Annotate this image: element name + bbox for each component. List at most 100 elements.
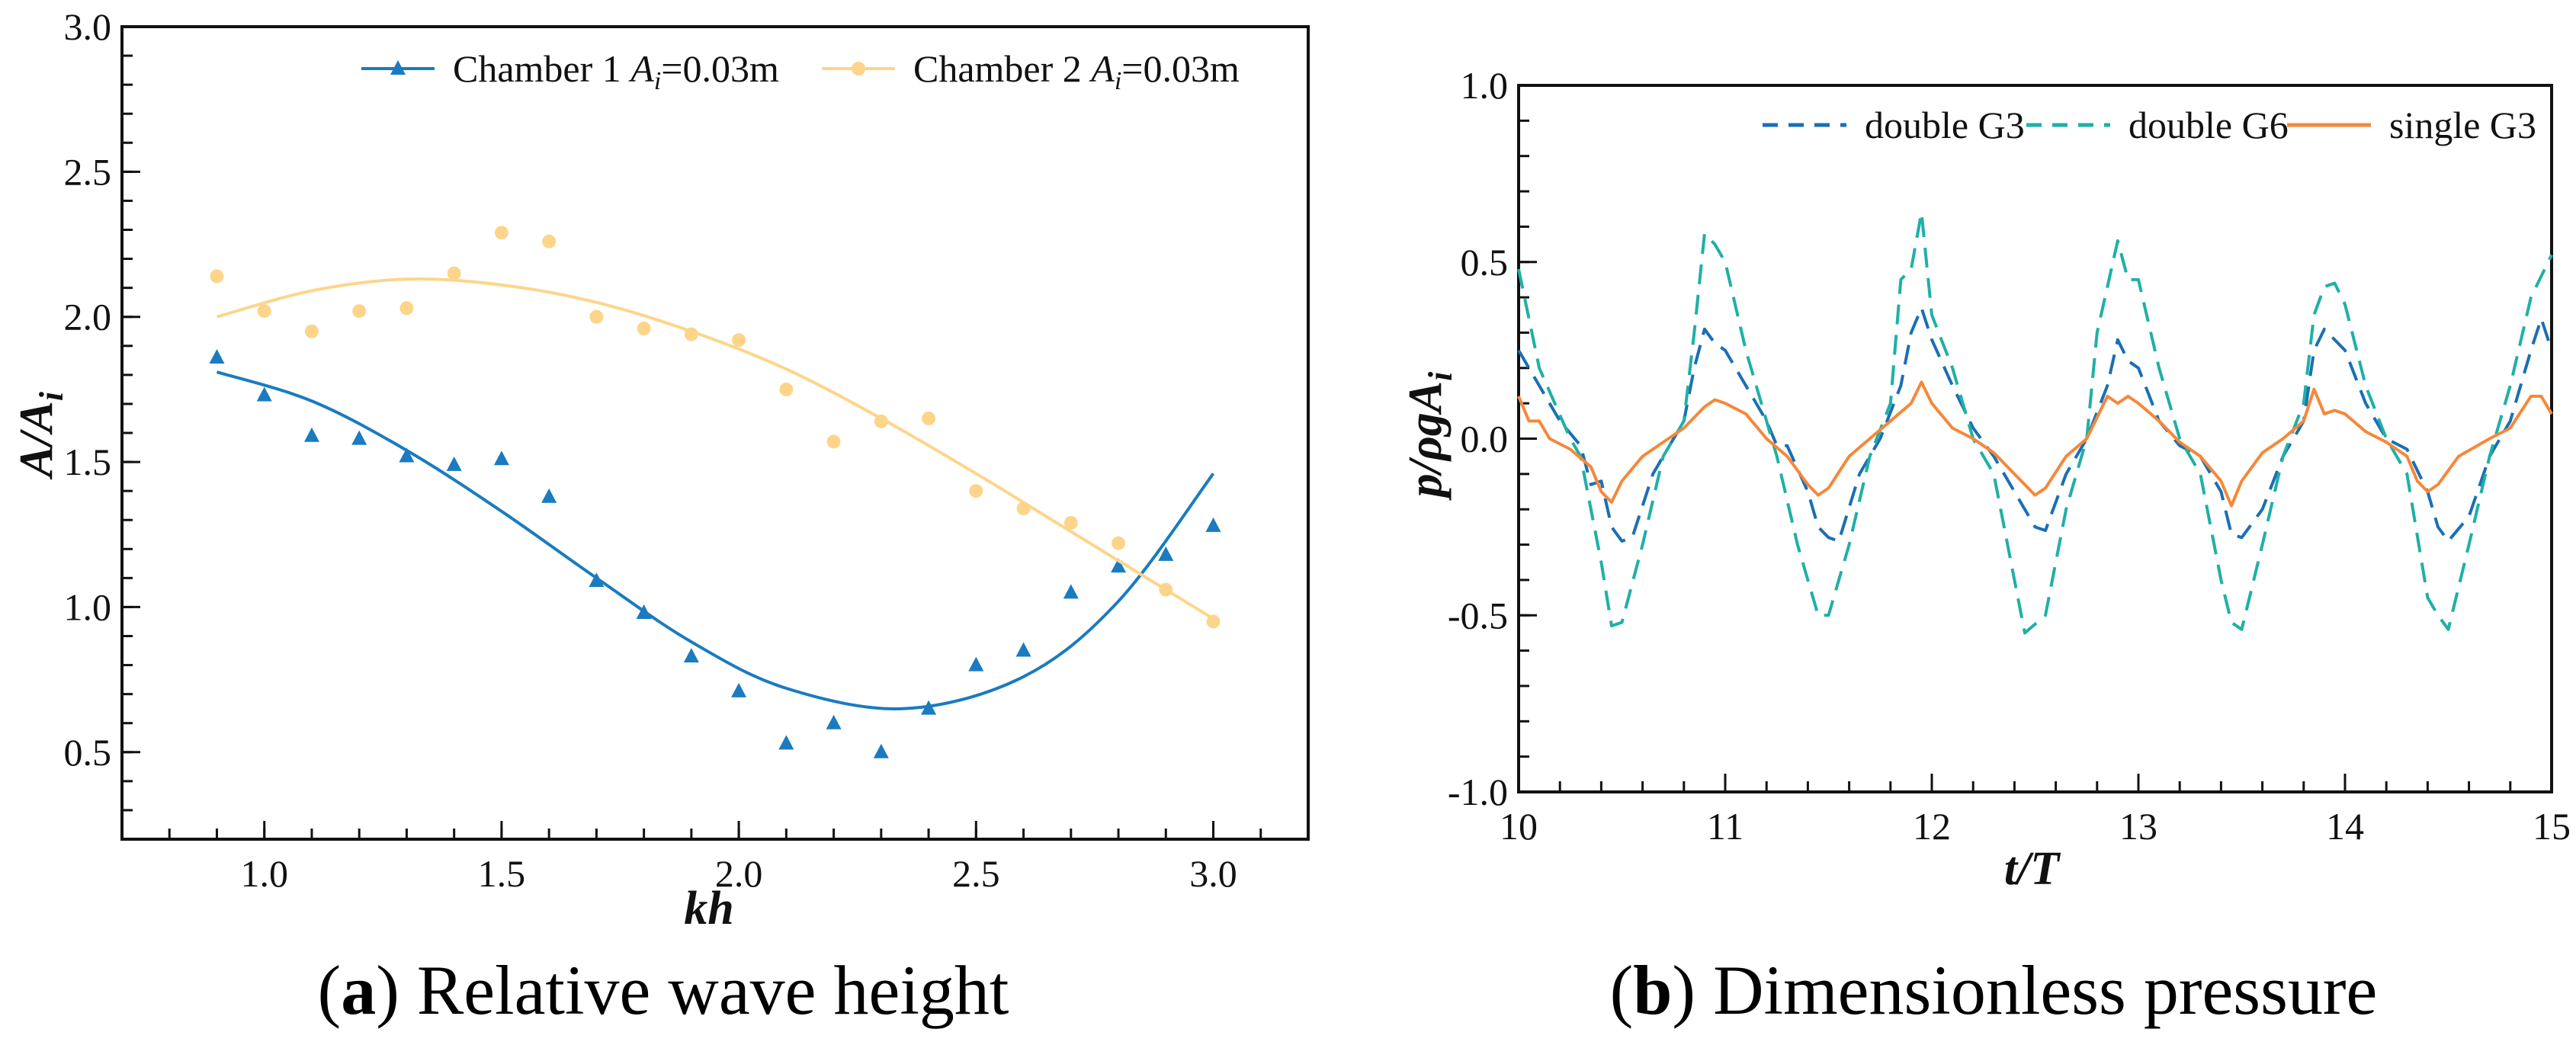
legend-label-part: A	[1089, 47, 1115, 90]
data-point	[399, 301, 414, 316]
y-tick-label: 0.0	[1461, 418, 1509, 460]
legend-label-part: Chamber 1	[453, 47, 630, 90]
data-point	[778, 735, 794, 750]
data-point	[304, 324, 319, 338]
caption-a-label: a	[341, 951, 376, 1029]
y-tick-label: 1.0	[1461, 64, 1509, 107]
x-tick-label: 2.5	[952, 852, 1000, 895]
data-point	[351, 430, 367, 445]
x-axis-label: kh	[684, 883, 733, 934]
y-tick-label: 1.0	[64, 585, 112, 628]
legend-label-part: i	[654, 67, 661, 95]
y-tick-label: 0.5	[64, 731, 112, 774]
data-point	[683, 648, 699, 663]
data-point	[589, 309, 604, 324]
data-point	[826, 434, 841, 449]
data-point	[922, 411, 936, 425]
data-point	[732, 333, 746, 348]
legend-marker	[852, 62, 865, 75]
data-point	[826, 714, 842, 729]
data-point	[1112, 536, 1126, 550]
data-point	[303, 427, 319, 442]
data-point	[542, 234, 557, 248]
series-double-g6: double G6	[1517, 104, 2553, 635]
legend-marker	[390, 60, 406, 75]
y-axis-label: p/ρgAi	[1400, 371, 1459, 502]
caption-a-text: Relative wave height	[417, 951, 1009, 1029]
data-point	[1063, 584, 1079, 599]
data-point	[779, 382, 794, 396]
y-tick-label: -1.0	[1448, 771, 1508, 813]
legend-label: single G3	[2389, 104, 2536, 146]
data-point	[1158, 546, 1174, 561]
data-point	[1206, 614, 1221, 629]
legend-label-part: i	[1115, 67, 1121, 95]
series-single-g3: single G3	[1517, 104, 2553, 508]
caption-b-text: Dimensionless pressure	[1713, 951, 2377, 1029]
legend-label-part: =0.03m	[1121, 47, 1240, 90]
y-axis-label-main: p/ρgA	[1400, 381, 1452, 502]
data-point	[447, 266, 461, 280]
data-point	[1205, 517, 1221, 532]
plot-frame	[120, 25, 1310, 841]
caption-b: (b) Dimensionless pressure	[1610, 951, 2378, 1029]
y-axis-label-sub: i	[1422, 371, 1459, 381]
fit-curve	[216, 277, 1214, 620]
y-tick-label: -0.5	[1448, 594, 1508, 636]
data-point	[493, 450, 509, 466]
y-tick-label: 0.5	[1461, 241, 1509, 284]
x-tick-label: 1.5	[478, 852, 526, 895]
data-point	[541, 488, 557, 503]
legend-label: Chamber 1 Ai=0.03m	[453, 47, 779, 95]
x-tick-label: 12	[1913, 805, 1951, 848]
fit-curve	[216, 370, 1215, 710]
legend-label-part: Chamber 2	[913, 47, 1091, 90]
y-axis-label-sub: i	[33, 391, 70, 401]
data-point	[256, 386, 272, 402]
y-tick-label: 1.5	[64, 441, 112, 483]
data-point	[399, 447, 415, 463]
x-tick-label: 13	[2119, 805, 2157, 848]
caption-a: (a) Relative wave height	[318, 951, 1009, 1029]
x-tick-label: 2.0	[715, 852, 763, 895]
legend-label: Chamber 2 Ai=0.03m	[913, 47, 1240, 95]
x-tick-label: 10	[1500, 805, 1538, 848]
data-point	[637, 321, 651, 335]
series-2: Chamber 2 Ai=0.03m	[210, 47, 1240, 629]
data-point	[1111, 558, 1127, 573]
data-point	[731, 682, 747, 697]
caption-b-label: b	[1633, 951, 1672, 1029]
series-double-g3: double G3	[1517, 104, 2553, 543]
y-axis-label-main: A/A	[11, 401, 63, 480]
data-point	[209, 349, 225, 364]
x-tick-label: 14	[2326, 805, 2364, 848]
y-axis-label: A/Ai	[11, 391, 70, 480]
y-tick-label: 2.5	[64, 150, 112, 193]
x-tick-label: 3.0	[1189, 852, 1237, 895]
data-point	[1159, 582, 1173, 597]
data-point	[352, 304, 367, 319]
chart-relative-wave-height: 1.0 1.5 2.0 2.5 3.00.51.01.52.02.53.0khA/AiC…	[11, 5, 1310, 934]
legend-label-part: =0.03m	[661, 47, 779, 90]
data-point	[1016, 501, 1031, 515]
data-point	[969, 484, 983, 498]
data-point	[684, 327, 698, 341]
x-tick-label: 1.0	[240, 852, 288, 895]
data-point	[210, 269, 224, 284]
data-point	[873, 743, 889, 758]
data-point	[1063, 516, 1078, 531]
series-1: Chamber 1 Ai=0.03m	[209, 47, 1221, 758]
y-tick-label: 2.0	[64, 296, 112, 338]
x-tick-label: 15	[2533, 805, 2571, 848]
series-line	[1517, 380, 2553, 508]
series-line	[1517, 210, 2553, 635]
chart-dimensionless-pressure: 10 11 12 13 14 15 -1.0 -0.5 0.0 0.5 1.0 t/T p/ρgAi do…	[1400, 64, 2571, 895]
series-line	[1517, 306, 2553, 543]
legend-label: double G3	[1865, 104, 2025, 146]
data-point	[874, 414, 888, 428]
x-axis-label: t/T	[2004, 843, 2061, 895]
data-point	[589, 572, 605, 588]
legend-label-part: A	[628, 47, 654, 90]
y-tick-label: 3.0	[64, 5, 112, 48]
